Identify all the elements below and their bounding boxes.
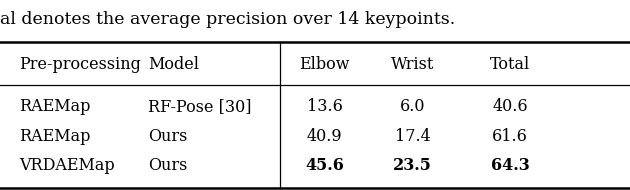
Text: 40.9: 40.9 [307, 128, 342, 145]
Text: Pre-processing: Pre-processing [19, 56, 140, 73]
Text: Model: Model [148, 56, 199, 73]
Text: 17.4: 17.4 [395, 128, 430, 145]
Text: Total: Total [490, 56, 530, 73]
Text: al denotes the average precision over 14 keypoints.: al denotes the average precision over 14… [0, 10, 455, 28]
Text: Ours: Ours [148, 157, 188, 174]
Text: RAEMap: RAEMap [19, 128, 90, 145]
Text: Wrist: Wrist [391, 56, 434, 73]
Text: 40.6: 40.6 [493, 98, 528, 115]
Text: Ours: Ours [148, 128, 188, 145]
Text: RF-Pose [30]: RF-Pose [30] [148, 98, 251, 115]
Text: 64.3: 64.3 [491, 157, 530, 174]
Text: 23.5: 23.5 [393, 157, 432, 174]
Text: 6.0: 6.0 [400, 98, 425, 115]
Text: 13.6: 13.6 [307, 98, 342, 115]
Text: RAEMap: RAEMap [19, 98, 90, 115]
Text: 61.6: 61.6 [493, 128, 528, 145]
Text: 45.6: 45.6 [305, 157, 344, 174]
Text: Elbow: Elbow [299, 56, 350, 73]
Text: VRDAEMap: VRDAEMap [19, 157, 115, 174]
